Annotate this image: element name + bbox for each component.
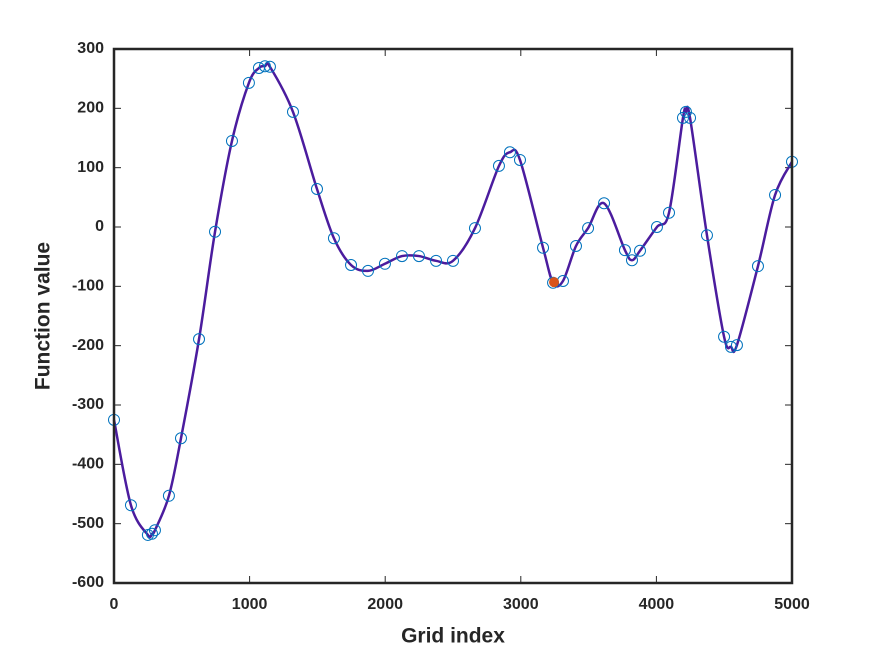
marker	[468, 222, 481, 235]
marker	[700, 229, 713, 242]
marker	[174, 432, 187, 445]
marker	[730, 339, 743, 352]
marker	[286, 105, 299, 118]
marker	[569, 239, 582, 252]
marker	[650, 221, 663, 233]
marker	[537, 241, 550, 254]
marker	[513, 153, 526, 166]
y-tick-label: -500	[72, 515, 104, 532]
marker	[242, 76, 255, 89]
marker	[679, 105, 692, 118]
marker	[676, 111, 689, 124]
marker	[724, 340, 737, 353]
marker	[263, 60, 276, 73]
marker	[412, 250, 425, 263]
marker	[162, 489, 175, 502]
highlight-point	[549, 277, 560, 288]
y-tick-label: 200	[77, 100, 104, 117]
marker	[430, 254, 443, 267]
y-tick-label: -600	[72, 574, 104, 591]
axes-frame	[112, 47, 794, 585]
marker	[258, 60, 271, 73]
y-tick-label: -300	[72, 396, 104, 413]
x-tick-label: 4000	[639, 596, 675, 613]
x-axis-label: Grid index	[401, 625, 505, 648]
marker	[582, 222, 595, 235]
marker	[769, 188, 782, 201]
marker	[618, 244, 631, 257]
y-tick-label: 100	[77, 159, 104, 176]
marker	[633, 244, 646, 257]
x-tick-label: 0	[110, 596, 119, 613]
marker	[361, 264, 374, 277]
y-axis-label: Function value	[32, 242, 55, 390]
x-tick-label: 1000	[232, 596, 268, 613]
x-tick-label: 2000	[367, 596, 403, 613]
marker	[503, 146, 516, 159]
marker	[625, 254, 638, 267]
y-tick-label: -200	[72, 337, 104, 354]
marker	[145, 527, 158, 540]
marker	[663, 206, 676, 219]
marker	[148, 524, 161, 537]
x-tick-label: 5000	[774, 596, 810, 613]
marker	[209, 225, 222, 238]
y-tick-label: 300	[77, 40, 104, 57]
y-tick-label: -400	[72, 456, 104, 473]
line	[112, 61, 794, 539]
marker	[327, 232, 340, 245]
marker	[124, 499, 137, 512]
marker	[751, 260, 764, 273]
marker	[378, 257, 391, 270]
marker	[447, 254, 459, 267]
marker	[193, 333, 206, 346]
marker	[225, 134, 238, 147]
marker	[598, 197, 611, 210]
x-tick-label: 3000	[503, 596, 539, 613]
marker	[684, 111, 697, 124]
marker	[345, 258, 358, 271]
y-tick-label: -100	[72, 278, 104, 295]
marker	[492, 159, 505, 172]
marker	[396, 250, 409, 263]
y-tick-label: 0	[95, 218, 104, 235]
marker	[310, 183, 323, 196]
marker	[718, 330, 731, 343]
